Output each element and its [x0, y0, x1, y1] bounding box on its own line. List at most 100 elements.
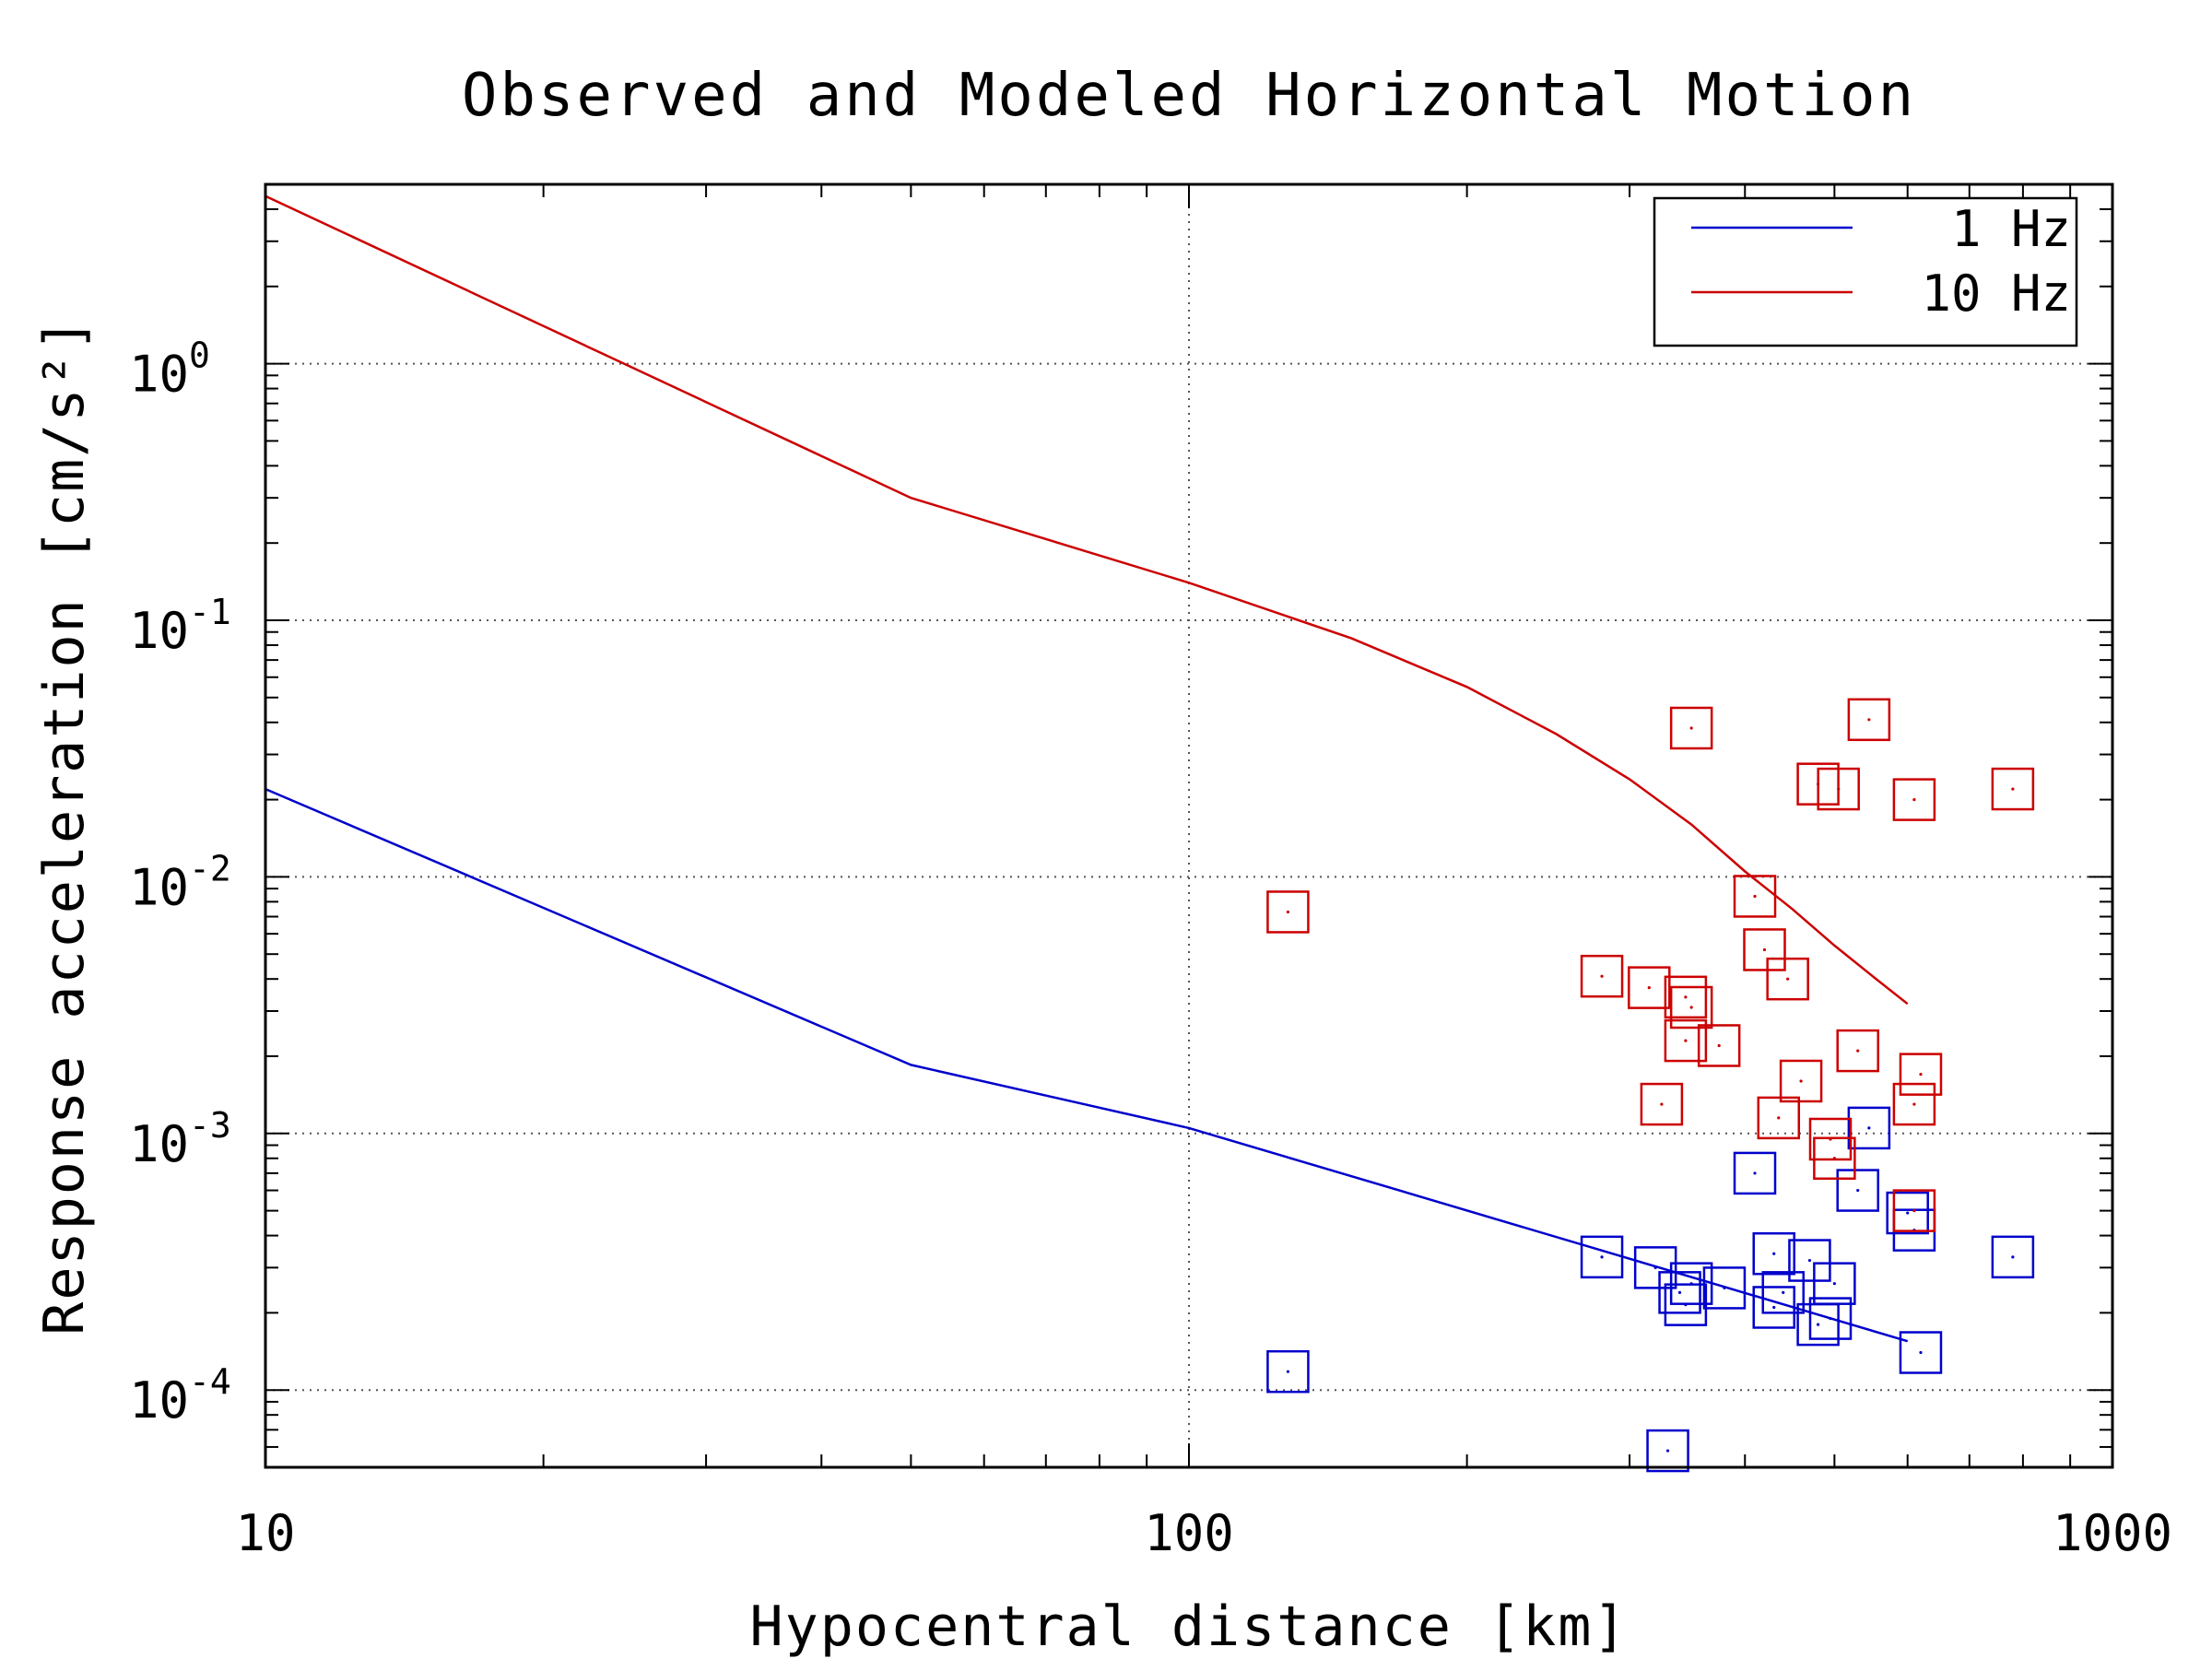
y-tick-exponent: -1	[189, 592, 231, 632]
data-point-marker	[1899, 1053, 1943, 1096]
y-tick-base: 10	[129, 346, 189, 404]
grid	[265, 184, 2112, 1467]
legend-label: 1 Hz	[1951, 200, 2071, 258]
data-point-center	[1786, 977, 1790, 981]
data-point-marker	[1733, 875, 1777, 918]
y-tick-exponent: 0	[189, 335, 210, 376]
data-point-marker	[1646, 1429, 1689, 1473]
data-point-marker	[1733, 1151, 1777, 1195]
data-point-center	[1867, 718, 1871, 722]
legend-box	[1653, 196, 2078, 347]
legend: 1 Hz 10 Hz	[1653, 196, 2078, 347]
data-point-marker	[1886, 1191, 1929, 1235]
x-tick-label: 100	[1144, 1504, 1234, 1562]
data-point-center	[1689, 726, 1693, 730]
data-point-center	[1832, 1157, 1836, 1160]
chart-title: Observed and Modeled Horizontal Motion	[462, 62, 1916, 130]
data-point-center	[1600, 974, 1604, 978]
data-point-marker	[1697, 1024, 1741, 1067]
data-points	[1266, 698, 2035, 1473]
data-point-marker	[1664, 975, 1708, 1019]
data-point-center	[1832, 1282, 1836, 1286]
data-point-marker	[1266, 1349, 1310, 1394]
data-point-marker	[1761, 1271, 1805, 1314]
data-point-marker	[1766, 957, 1809, 1001]
data-point-center	[1600, 1255, 1604, 1259]
data-point-center	[2011, 787, 2015, 791]
data-point-center	[1856, 1049, 1860, 1053]
data-point-center	[1753, 1171, 1757, 1175]
x-axis-label: Hypocentral distance [km]	[749, 1594, 1628, 1659]
data-point-marker	[1847, 698, 1891, 742]
data-point-center	[1665, 1449, 1670, 1453]
series-line-1	[265, 194, 1909, 1006]
data-point-marker	[1788, 1239, 1831, 1282]
data-point-marker	[1991, 767, 2035, 811]
y-tick-label: 10-4	[129, 1361, 231, 1430]
x-tick-label: 1000	[2053, 1504, 2172, 1562]
data-point-center	[1717, 1043, 1721, 1048]
data-point-center	[1837, 787, 1841, 791]
axis-ticks	[265, 183, 2112, 1468]
y-tick-exponent: -2	[189, 848, 231, 888]
data-point-center	[1919, 1073, 1923, 1077]
data-point-marker	[1702, 1266, 1747, 1310]
data-point-marker	[1669, 985, 1713, 1030]
data-point-center	[1807, 1258, 1812, 1263]
data-point-center	[1772, 1305, 1776, 1310]
data-point-center	[1677, 1290, 1682, 1294]
data-point-marker	[1658, 1271, 1701, 1314]
data-point-center	[1919, 1350, 1923, 1355]
data-point-marker	[1836, 1029, 1879, 1073]
data-point-center	[1906, 1211, 1910, 1215]
data-point-marker	[1752, 1286, 1795, 1329]
data-point-marker	[1669, 706, 1713, 750]
data-point-center	[1777, 1116, 1781, 1120]
data-point-center	[1867, 1126, 1871, 1130]
data-point-marker	[1757, 1096, 1801, 1140]
data-point-center	[1689, 1282, 1693, 1286]
data-point-center	[2011, 1255, 2015, 1259]
y-tick-exponent: -4	[189, 1361, 231, 1402]
data-point-marker	[1580, 1235, 1624, 1279]
data-point-marker	[1847, 1106, 1891, 1150]
y-tick-label: 10-2	[129, 848, 231, 916]
data-point-marker	[1808, 1297, 1853, 1340]
data-point-center	[1286, 1370, 1290, 1373]
data-point-marker	[1752, 1231, 1795, 1276]
data-point-marker	[1640, 1082, 1684, 1126]
y-axis-label: Response acceleration [cm/s²]	[32, 316, 97, 1335]
model-lines	[265, 194, 1909, 1343]
data-point-center	[1753, 894, 1757, 899]
data-point-marker	[1266, 890, 1310, 934]
data-point-marker	[1991, 1235, 2035, 1279]
data-point-center	[1829, 1316, 1832, 1321]
data-point-center	[1660, 1102, 1664, 1106]
data-point-center	[1286, 910, 1290, 914]
x-tick-labels: 10 100 1000	[235, 1504, 2172, 1562]
y-tick-base: 10	[129, 1115, 189, 1173]
data-point-center	[1799, 1079, 1803, 1083]
y-tick-base: 10	[129, 1371, 189, 1430]
data-point-center	[1912, 1209, 1916, 1213]
data-point-marker	[1664, 1018, 1708, 1063]
data-point-marker	[1892, 1082, 1936, 1126]
data-point-marker	[1669, 1262, 1713, 1305]
data-point-center	[1772, 1252, 1776, 1255]
y-tick-label: 10-1	[129, 592, 231, 660]
y-tick-base: 10	[129, 602, 189, 660]
data-point-marker	[1892, 778, 1936, 821]
data-point-center	[1689, 1006, 1693, 1009]
y-tick-label: 10-3	[129, 1105, 231, 1173]
data-point-center	[1723, 1286, 1726, 1290]
data-point-marker	[1817, 767, 1860, 811]
data-point-marker	[1743, 928, 1786, 971]
data-point-marker	[1813, 1262, 1856, 1305]
data-point-center	[1782, 1290, 1785, 1294]
data-point-center	[1912, 797, 1916, 802]
data-point-marker	[1779, 1059, 1823, 1103]
y-tick-base: 10	[129, 858, 189, 916]
data-point-center	[1684, 995, 1688, 999]
data-point-marker	[1628, 966, 1671, 1009]
